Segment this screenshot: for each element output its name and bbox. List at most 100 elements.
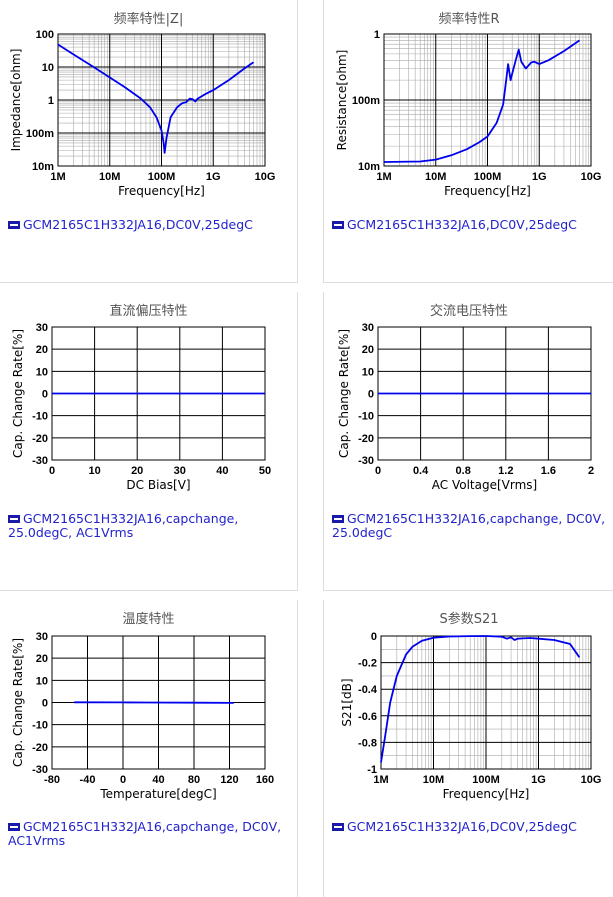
y-tick-label: -0.2 bbox=[358, 658, 377, 670]
x-tick-label: 120 bbox=[220, 774, 238, 786]
legend: GCM2165C1H332JA16,capchange, DC0V, 25.0d… bbox=[332, 512, 607, 540]
legend-label: GCM2165C1H332JA16,capchange, 25.0degC, A… bbox=[8, 511, 239, 540]
y-tick-label: 10m bbox=[358, 161, 380, 173]
x-tick-label: 30 bbox=[174, 465, 186, 477]
x-axis-label: DC Bias[V] bbox=[126, 478, 190, 492]
y-tick-label: -30 bbox=[32, 455, 48, 467]
chart-title: S参数S21 bbox=[439, 612, 499, 627]
series-swatch-icon bbox=[332, 822, 344, 831]
x-tick-label: 0 bbox=[375, 465, 381, 477]
legend-label: GCM2165C1H332JA16,capchange, DC0V, AC1Vr… bbox=[8, 819, 282, 848]
chart-title: 直流偏压特性 bbox=[109, 304, 188, 319]
y-tick-label: 0 bbox=[371, 631, 377, 643]
plot-area: 1M 10M 100M 1G 10G 100 10 1 100m 10m Frequency[Hz]… bbox=[9, 29, 275, 198]
y-tick-label: 30 bbox=[362, 322, 374, 334]
y-tick-label: 10 bbox=[362, 366, 374, 378]
y-tick-label: 20 bbox=[362, 344, 374, 356]
series-line bbox=[380, 635, 581, 763]
plot-area: -80 -40 0 40 80 120 160 30 20 10 0 -10 -20 -30 Tempera… bbox=[11, 631, 274, 801]
legend: GCM2165C1H332JA16,DC0V,25degC bbox=[8, 218, 288, 232]
y-tick-label: 10 bbox=[42, 62, 54, 74]
legend: GCM2165C1H332JA16,capchange, 25.0degC, A… bbox=[8, 512, 268, 540]
x-tick-label: 0 bbox=[120, 774, 126, 786]
y-tick-label: -0.8 bbox=[358, 737, 377, 749]
x-tick-label: 20 bbox=[131, 465, 143, 477]
x-tick-label: 100M bbox=[148, 171, 176, 183]
x-tick-label: 1M bbox=[50, 171, 65, 183]
y-tick-label: 20 bbox=[36, 344, 48, 356]
y-tick-label: 1 bbox=[48, 95, 54, 107]
y-tick-label: -10 bbox=[32, 411, 48, 423]
series-line bbox=[383, 39, 581, 163]
y-tick-label: 10m bbox=[32, 161, 54, 173]
x-tick-label: 1M bbox=[373, 774, 388, 786]
x-axis-label: Frequency[Hz] bbox=[118, 184, 205, 198]
x-tick-label: 1G bbox=[531, 774, 546, 786]
series-line bbox=[74, 701, 234, 704]
legend-label: GCM2165C1H332JA16,capchange, DC0V, 25.0d… bbox=[332, 511, 606, 540]
y-tick-label: 0 bbox=[42, 698, 48, 710]
legend: GCM2165C1H332JA16,DC0V,25degC bbox=[332, 820, 612, 834]
x-tick-label: 80 bbox=[188, 774, 200, 786]
y-tick-label: 10 bbox=[36, 366, 48, 378]
chart-title: 交流电压特性 bbox=[429, 304, 508, 319]
y-tick-label: -30 bbox=[358, 455, 374, 467]
y-axis-label: Impedance[ohm] bbox=[9, 49, 23, 152]
y-tick-label: -10 bbox=[358, 411, 374, 423]
x-tick-label: 10M bbox=[99, 171, 120, 183]
y-tick-label: -20 bbox=[32, 433, 48, 445]
y-tick-label: 0 bbox=[42, 389, 48, 401]
chart-title: 温度特性 bbox=[122, 612, 175, 627]
x-tick-label: 1G bbox=[206, 171, 221, 183]
y-tick-label: -20 bbox=[358, 433, 374, 445]
y-tick-label: 30 bbox=[36, 631, 48, 643]
plot-area: 1M 10M 100M 1G 10G 0 -0.2 -0.4 -0.6 -0.8 -1 Frequen… bbox=[340, 631, 601, 801]
x-tick-label: 100M bbox=[472, 774, 500, 786]
x-tick-label: 10G bbox=[255, 171, 276, 183]
y-tick-label: -10 bbox=[32, 720, 48, 732]
x-tick-label: -80 bbox=[44, 774, 60, 786]
x-tick-label: 40 bbox=[152, 774, 164, 786]
plot-area: 1M 10M 100M 1G 10G 1 100m 10m Frequency[Hz] Resis… bbox=[335, 29, 601, 198]
legend-label: GCM2165C1H332JA16,DC0V,25degC bbox=[347, 819, 577, 834]
x-tick-label: 1G bbox=[532, 171, 547, 183]
x-tick-label: 160 bbox=[256, 774, 274, 786]
y-tick-label: 1 bbox=[374, 29, 380, 41]
chart-title: 频率特性|Z| bbox=[113, 12, 184, 27]
legend: GCM2165C1H332JA16,DC0V,25degC bbox=[332, 218, 612, 232]
x-tick-label: 10G bbox=[581, 774, 602, 786]
x-axis-label: Temperature[degC] bbox=[99, 787, 216, 801]
series-swatch-icon bbox=[8, 514, 20, 523]
plot-frame bbox=[57, 33, 266, 167]
y-axis-label: Resistance[ohm] bbox=[335, 50, 349, 151]
y-tick-label: 10 bbox=[36, 675, 48, 687]
x-tick-label: 0.8 bbox=[456, 465, 471, 477]
legend-label: GCM2165C1H332JA16,DC0V,25degC bbox=[347, 217, 577, 232]
y-tick-label: 100m bbox=[26, 128, 54, 140]
x-tick-label: 1.2 bbox=[498, 465, 513, 477]
plot-area: 0 0.4 0.8 1.2 1.6 2 30 20 10 0 -10 -20 -30 AC Voltage… bbox=[337, 322, 594, 492]
series-swatch-icon bbox=[332, 220, 344, 229]
y-axis-label: Cap. Change Rate[%] bbox=[11, 329, 25, 458]
plot-area: 0 10 20 30 40 50 30 20 10 0 -10 -20 -30 DC Bias[V] Cap… bbox=[11, 322, 271, 492]
y-tick-label: -30 bbox=[32, 764, 48, 776]
x-tick-label: 10 bbox=[88, 465, 100, 477]
y-tick-label: -0.4 bbox=[358, 684, 378, 696]
x-axis-label: AC Voltage[Vrms] bbox=[432, 478, 537, 492]
x-tick-label: 0.4 bbox=[413, 465, 429, 477]
x-axis-label: Frequency[Hz] bbox=[444, 184, 531, 198]
series-line bbox=[57, 43, 255, 154]
y-tick-label: 30 bbox=[36, 322, 48, 334]
y-axis-label: S21[dB] bbox=[340, 678, 354, 726]
x-axis-label: Frequency[Hz] bbox=[443, 787, 530, 801]
y-tick-label: 20 bbox=[36, 653, 48, 665]
x-tick-label: -40 bbox=[80, 774, 96, 786]
x-tick-label: 10M bbox=[423, 774, 444, 786]
x-tick-label: 10G bbox=[581, 171, 602, 183]
x-tick-label: 50 bbox=[259, 465, 271, 477]
